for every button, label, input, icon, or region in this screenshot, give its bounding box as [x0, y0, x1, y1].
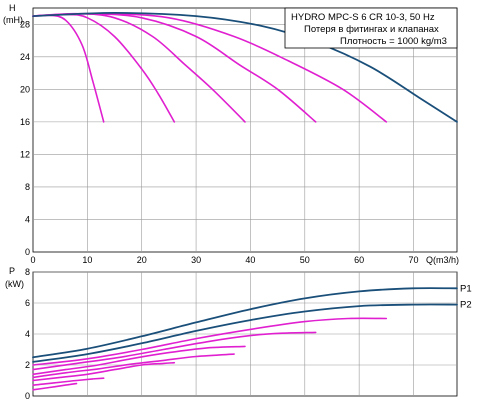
power-y-tick-label: 2 — [25, 360, 30, 370]
head-y-tick-label: 24 — [20, 52, 30, 62]
head-y-tick-label: 20 — [20, 84, 30, 94]
head-y-tick-label: 8 — [25, 182, 30, 192]
head-x-tick-label: 60 — [354, 255, 364, 265]
power-curve-panel: 0 2 4 6 8 P2 P1 P (kW) — [5, 266, 472, 400]
head-y-tick-label: 28 — [20, 19, 30, 29]
head-curve-6 — [32, 12, 458, 123]
power-series-labels: P2 P1 — [460, 283, 472, 310]
head-y-tick-label: 12 — [20, 149, 30, 159]
power-y-tick-label: 4 — [25, 329, 30, 339]
power-y-axis-unit: (kW) — [5, 279, 24, 289]
head-y-tick-label: 16 — [20, 117, 30, 127]
power-gridlines — [33, 271, 457, 396]
power-tick-labels: 0 2 4 6 8 — [25, 267, 30, 400]
head-plot-area — [32, 7, 458, 253]
power-curve-1 — [32, 377, 105, 386]
legend-box: HYDRO MPC-S 6 CR 10-3, 50 Hz Потеря в фи… — [284, 7, 458, 49]
head-x-tick-label: 50 — [300, 255, 310, 265]
power-series-label-p1: P1 — [460, 283, 472, 294]
head-x-tick-label: 40 — [245, 255, 255, 265]
power-y-tick-label: 0 — [25, 391, 30, 400]
head-x-tick-label: 0 — [30, 255, 35, 265]
power-curve-2 — [32, 361, 176, 382]
head-x-axis-label: Q(m3/h) — [426, 255, 459, 265]
power-series-label-p2: P2 — [460, 300, 472, 311]
legend-background — [284, 7, 458, 49]
legend-line-fittings: Потеря в фитингах и клапанах — [304, 24, 439, 35]
power-curve-6 — [32, 353, 235, 379]
head-gridlines — [33, 8, 457, 252]
head-curve-panel: 0 10 20 30 40 50 60 70 0 4 8 12 16 20 24 28 H (mH) Q(m3… — [3, 3, 459, 265]
legend-line-density: Плотность = 1000 kg/m3 — [340, 36, 447, 47]
head-y-axis-unit: (mH) — [3, 15, 23, 25]
head-tick-labels: 0 10 20 30 40 50 60 70 0 4 8 12 16 20 24 28 — [20, 19, 419, 265]
head-x-tick-label: 20 — [137, 255, 147, 265]
head-y-tick-label: 4 — [25, 214, 30, 224]
power-curve-7 — [32, 382, 78, 391]
legend-title: HYDRO MPC-S 6 CR 10-3, 50 Hz — [291, 12, 435, 23]
power-curve-4 — [32, 331, 317, 371]
power-y-tick-label: 6 — [25, 298, 30, 308]
power-curves — [32, 287, 458, 391]
power-curve-3 — [32, 345, 246, 376]
power-y-tick-label: 8 — [25, 267, 30, 277]
head-curves — [32, 12, 458, 123]
head-x-tick-label: 70 — [409, 255, 419, 265]
power-curve-p1 — [32, 287, 458, 359]
head-y-tick-label: 0 — [25, 247, 30, 257]
power-curve-p2 — [32, 303, 458, 363]
head-y-axis-label: H — [9, 3, 16, 13]
power-curve-5 — [32, 317, 388, 366]
head-x-tick-label: 30 — [191, 255, 201, 265]
head-x-tick-label: 10 — [82, 255, 92, 265]
power-y-axis-label: P — [9, 266, 15, 276]
